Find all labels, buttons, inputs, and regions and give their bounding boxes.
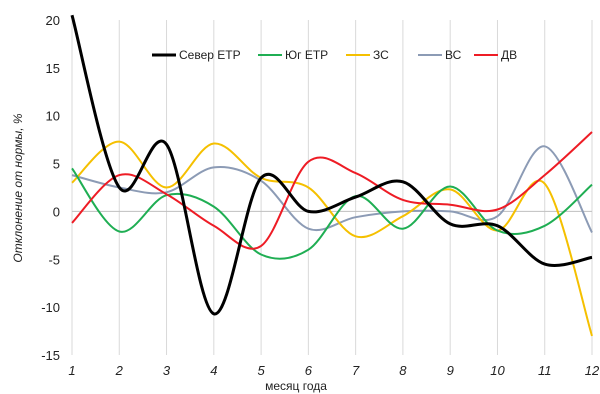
x-tick-labels: 1 2 3 4 5 6 7 8 9 10 11 12 xyxy=(68,363,600,378)
legend-label-dv: ДВ xyxy=(501,48,517,62)
x-tick-label: 8 xyxy=(399,363,407,378)
series-lines xyxy=(70,14,593,337)
x-tick-label: 6 xyxy=(305,363,313,378)
series-line-yug-etr xyxy=(71,167,593,260)
y-tick-label: 15 xyxy=(46,61,60,76)
legend-label-yug-etr: Юг ЕТР xyxy=(285,48,328,62)
x-tick-label: 4 xyxy=(210,363,217,378)
legend: Север ЕТР Юг ЕТР ЗС ВС ДВ xyxy=(152,48,517,62)
legend-label-vs: ВС xyxy=(445,48,462,62)
series-line-dv xyxy=(71,131,593,250)
x-tick-label: 12 xyxy=(585,363,600,378)
x-tick-label: 7 xyxy=(352,363,360,378)
series-line-sever-etr xyxy=(70,14,593,316)
y-tick-labels: -15 -10 -5 0 5 10 15 20 xyxy=(41,13,60,363)
x-tick-label: 5 xyxy=(257,363,265,378)
y-tick-label: -15 xyxy=(41,348,60,363)
y-tick-label: 5 xyxy=(53,157,60,172)
gridlines xyxy=(71,20,593,355)
legend-label-sever-etr: Север ЕТР xyxy=(179,48,241,62)
series-line-zs xyxy=(71,140,593,337)
x-tick-label: 11 xyxy=(538,363,552,378)
y-tick-label: -10 xyxy=(41,300,60,315)
y-tick-label: 10 xyxy=(46,109,60,124)
y-axis-title: Отклонение от нормы, % xyxy=(11,113,25,263)
x-tick-label: 2 xyxy=(115,363,124,378)
x-tick-label: 9 xyxy=(447,363,454,378)
x-tick-label: 1 xyxy=(68,363,75,378)
y-tick-label: 0 xyxy=(53,204,60,219)
x-tick-label: 3 xyxy=(163,363,171,378)
legend-label-zs: ЗС xyxy=(373,48,389,62)
x-tick-label: 10 xyxy=(490,363,505,378)
x-axis-title: месяц года xyxy=(265,379,327,393)
y-tick-label: 20 xyxy=(46,13,60,28)
series-line-vs xyxy=(71,145,593,233)
y-tick-label: -5 xyxy=(48,252,60,267)
